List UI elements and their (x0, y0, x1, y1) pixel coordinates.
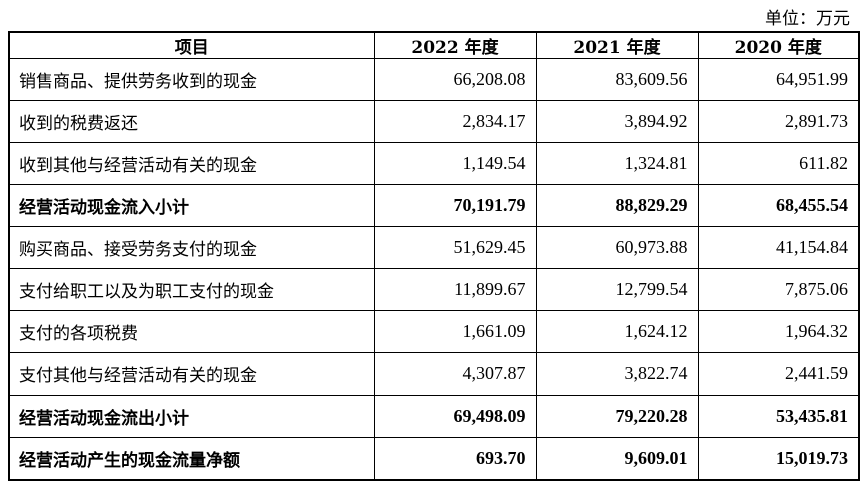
cell-2020: 41,154.84 (697, 226, 860, 270)
table-row: 购买商品、接受劳务支付的现金 51,629.45 60,973.88 41,154.8… (8, 226, 860, 270)
table-row: 销售商品、提供劳务收到的现金 66,208.08 83,609.56 64,951.9… (8, 57, 860, 102)
cell-2021: 3,822.74 (535, 352, 699, 396)
table-row: 支付的各项税费 1,661.09 1,624.12 1,964.32 (8, 310, 860, 354)
cell-2022: 69,498.09 (373, 394, 537, 438)
table-body: 销售商品、提供劳务收到的现金 66,208.08 83,609.56 64,951.9… (8, 57, 860, 481)
cell-2022: 693.70 (373, 436, 537, 481)
table-row: 收到的税费返还 2,834.17 3,894.92 2,891.73 (8, 100, 860, 144)
cash-flow-table: 项目 2022 年度 2021 年度 2020 年度 销售商品、提供劳务收到的现… (8, 31, 860, 481)
cell-2021: 79,220.28 (535, 394, 699, 438)
cell-2021: 3,894.92 (535, 100, 699, 144)
cell-2022: 66,208.08 (373, 57, 537, 102)
table-row: 经营活动现金流入小计 70,191.79 88,829.29 68,455.54 (8, 184, 860, 228)
cell-2020: 64,951.99 (697, 57, 860, 102)
row-item-label: 收到的税费返还 (8, 100, 375, 144)
table-row: 经营活动产生的现金流量净额 693.70 9,609.01 15,019.73 (8, 436, 860, 481)
cell-2022: 51,629.45 (373, 226, 537, 270)
row-item-label: 经营活动现金流入小计 (8, 184, 375, 228)
cell-2020: 611.82 (697, 142, 860, 186)
cell-2021: 83,609.56 (535, 57, 699, 102)
cell-2022: 2,834.17 (373, 100, 537, 144)
cell-2021: 1,324.81 (535, 142, 699, 186)
cell-2020: 1,964.32 (697, 310, 860, 354)
cell-2022: 70,191.79 (373, 184, 537, 228)
header-item: 项目 (8, 31, 375, 59)
row-item-label: 支付给职工以及为职工支付的现金 (8, 268, 375, 312)
header-2021: 2021 年度 (535, 31, 699, 59)
cell-2022: 11,899.67 (373, 268, 537, 312)
cell-2021: 88,829.29 (535, 184, 699, 228)
table-row: 收到其他与经营活动有关的现金 1,149.54 1,324.81 611.82 (8, 142, 860, 186)
row-item-label: 经营活动产生的现金流量净额 (8, 436, 375, 481)
row-item-label: 购买商品、接受劳务支付的现金 (8, 226, 375, 270)
row-item-label: 支付的各项税费 (8, 310, 375, 354)
cell-2020: 2,891.73 (697, 100, 860, 144)
cell-2020: 2,441.59 (697, 352, 860, 396)
cell-2021: 60,973.88 (535, 226, 699, 270)
table-row: 支付其他与经营活动有关的现金 4,307.87 3,822.74 2,441.59 (8, 352, 860, 396)
header-2020: 2020 年度 (697, 31, 860, 59)
row-item-label: 销售商品、提供劳务收到的现金 (8, 57, 375, 102)
table-row: 支付给职工以及为职工支付的现金 11,899.67 12,799.54 7,875.0… (8, 268, 860, 312)
cell-2020: 53,435.81 (697, 394, 860, 438)
table-row: 经营活动现金流出小计 69,498.09 79,220.28 53,435.81 (8, 394, 860, 438)
row-item-label: 收到其他与经营活动有关的现金 (8, 142, 375, 186)
cell-2021: 9,609.01 (535, 436, 699, 481)
row-item-label: 经营活动现金流出小计 (8, 394, 375, 438)
cell-2021: 1,624.12 (535, 310, 699, 354)
cell-2022: 4,307.87 (373, 352, 537, 396)
header-2022: 2022 年度 (373, 31, 537, 59)
cell-2022: 1,661.09 (373, 310, 537, 354)
cell-2021: 12,799.54 (535, 268, 699, 312)
unit-label: 单位：万元 (765, 9, 850, 29)
cell-2020: 7,875.06 (697, 268, 860, 312)
cell-2020: 15,019.73 (697, 436, 860, 481)
row-item-label: 支付其他与经营活动有关的现金 (8, 352, 375, 396)
cell-2020: 68,455.54 (697, 184, 860, 228)
cell-2022: 1,149.54 (373, 142, 537, 186)
table-header-row: 项目 2022 年度 2021 年度 2020 年度 (8, 31, 860, 59)
